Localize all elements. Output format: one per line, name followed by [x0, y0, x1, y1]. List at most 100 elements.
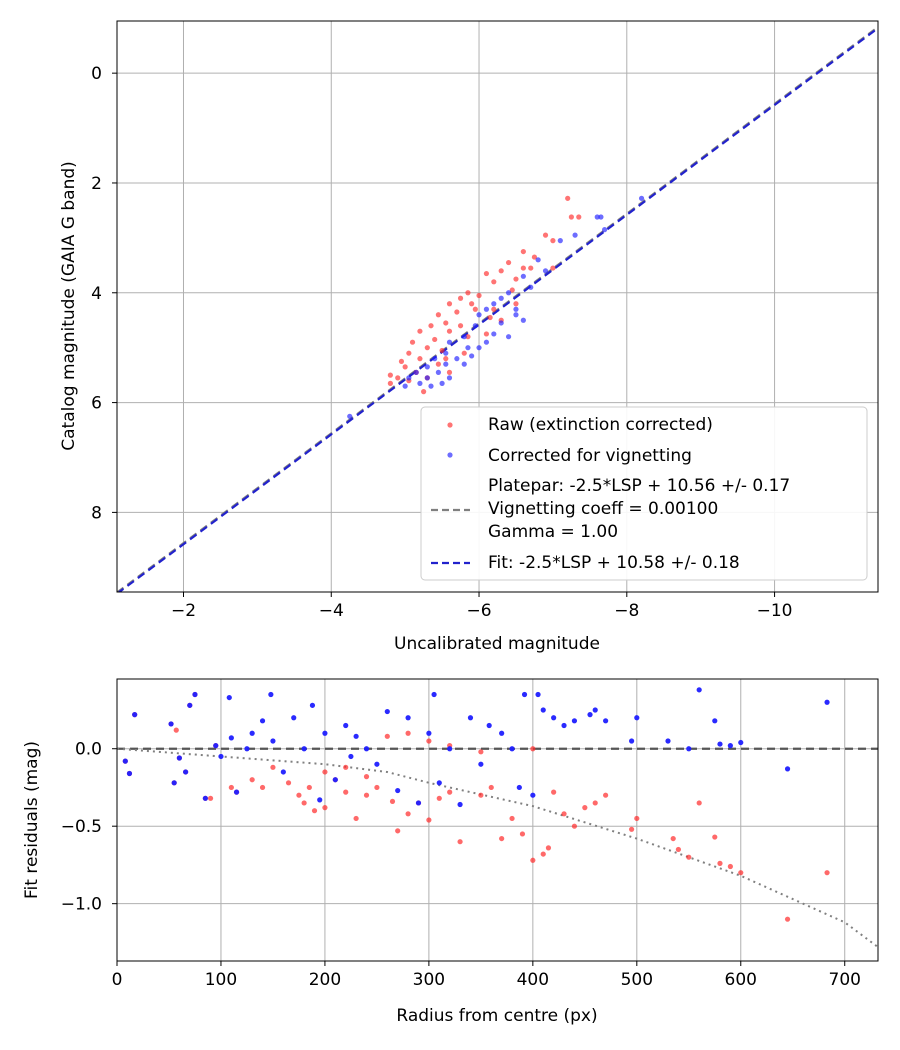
bottom-x-tick-label: 600	[725, 970, 757, 990]
raw-point	[417, 356, 423, 362]
corrected-residual-point	[270, 738, 276, 744]
raw-point	[435, 361, 441, 367]
raw-point	[487, 314, 493, 321]
raw-point	[443, 356, 449, 362]
raw-point	[491, 306, 497, 312]
corrected-point	[465, 345, 471, 351]
raw-point	[446, 369, 453, 375]
corrected-residual-point	[317, 797, 323, 803]
raw-residual-point	[784, 916, 791, 922]
corrected-point	[513, 306, 519, 312]
corrected-residual-point	[374, 761, 380, 767]
top-x-axis-label: Uncalibrated magnitude	[394, 634, 600, 654]
corrected-residual-point	[530, 792, 536, 798]
corrected-residual-point	[259, 718, 266, 724]
raw-point	[476, 292, 482, 299]
raw-residual-point	[436, 795, 442, 801]
legend-box	[420, 406, 868, 581]
raw-residual-point	[717, 860, 723, 866]
raw-point	[469, 301, 475, 307]
corrected-point	[472, 323, 478, 329]
corrected-point	[469, 353, 475, 359]
raw-residual-point	[296, 792, 302, 798]
corrected-residual-point	[126, 770, 133, 777]
raw-residual-point	[363, 792, 370, 798]
corrected-residual-point	[665, 738, 671, 744]
corrected-residual-point	[226, 694, 232, 701]
corrected-point	[483, 339, 490, 345]
corrected-residual-point	[824, 699, 830, 705]
raw-residual-point	[228, 784, 234, 791]
legend-raw-label: Raw (extinction corrected)	[488, 415, 713, 435]
raw-residual-point	[343, 789, 349, 795]
corrected-residual-point	[509, 746, 515, 752]
raw-point	[550, 238, 556, 244]
raw-point	[461, 350, 467, 356]
top-y-tick-label: 8	[91, 503, 102, 523]
raw-point	[483, 331, 490, 337]
raw-residual-point	[561, 811, 567, 817]
corrected-residual-point	[571, 718, 578, 724]
raw-point	[542, 232, 549, 238]
raw-residual-point	[426, 817, 432, 823]
corrected-residual-point	[457, 801, 463, 808]
corrected-residual-point	[727, 743, 733, 749]
raw-point	[531, 254, 538, 260]
top-y-axis-label: Catalog magnitude (GAIA G band)	[59, 161, 79, 451]
corrected-residual-point	[171, 780, 177, 786]
bottom-x-axis-label: Radius from centre (px)	[396, 1006, 597, 1026]
raw-point	[528, 265, 534, 271]
raw-point	[576, 214, 582, 220]
corrected-point	[402, 383, 408, 389]
raw-point	[472, 306, 478, 312]
corrected-residual-point	[192, 691, 198, 698]
raw-point	[402, 364, 408, 370]
raw-residual-point	[712, 834, 718, 840]
raw-residual-point	[519, 831, 526, 837]
raw-residual-point	[173, 727, 179, 733]
bottom-x-tick-label: 700	[829, 970, 861, 990]
corrected-residual-point	[233, 789, 240, 795]
corrected-point	[572, 232, 578, 238]
corrected-residual-point	[395, 787, 401, 794]
corrected-residual-point	[587, 712, 593, 718]
corrected-residual-point	[603, 718, 609, 724]
bottom-grid	[116, 679, 878, 961]
top-chart: −2 −4 −6 −8 −10 0 2 4 6 8 Uncalibrated magnitude…	[59, 20, 879, 654]
raw-residual-point	[545, 845, 552, 851]
raw-residual-point	[405, 730, 411, 736]
raw-residual-point	[384, 733, 390, 739]
corrected-point	[428, 383, 434, 389]
corrected-residual-point	[202, 795, 208, 801]
raw-residual-point	[426, 738, 432, 744]
raw-residual-point	[551, 789, 557, 795]
raw-point	[520, 248, 526, 255]
raw-residual-point	[582, 805, 588, 811]
corrected-residual-point	[291, 715, 297, 721]
corrected-residual-point	[363, 746, 370, 752]
raw-residual-point	[311, 808, 318, 814]
corrected-residual-point	[353, 733, 359, 739]
corrected-residual-point	[478, 761, 484, 767]
top-x-tick-label: −8	[614, 601, 639, 621]
corrected-point	[476, 312, 482, 318]
corrected-residual-point	[738, 739, 744, 746]
corrected-point	[513, 312, 519, 318]
top-fit-lines	[117, 26, 878, 592]
top-x-tick-label: −2	[171, 601, 196, 621]
raw-point	[398, 358, 405, 365]
raw-point	[424, 345, 430, 351]
corrected-point	[520, 273, 526, 279]
raw-residual-point	[530, 857, 536, 863]
corrected-residual-point	[187, 702, 193, 708]
raw-residual-point	[306, 784, 312, 791]
raw-residual-point	[389, 798, 396, 805]
corrected-residual-point	[348, 753, 354, 760]
top-line-fit	[117, 27, 878, 592]
corrected-residual-point	[634, 715, 640, 721]
corrected-residual-point	[521, 691, 528, 698]
raw-point	[387, 372, 393, 378]
corrected-residual-point	[332, 777, 338, 783]
raw-residual-point	[670, 835, 676, 842]
legend-platepar-line-2: Vignetting coeff = 0.00100	[488, 499, 718, 519]
